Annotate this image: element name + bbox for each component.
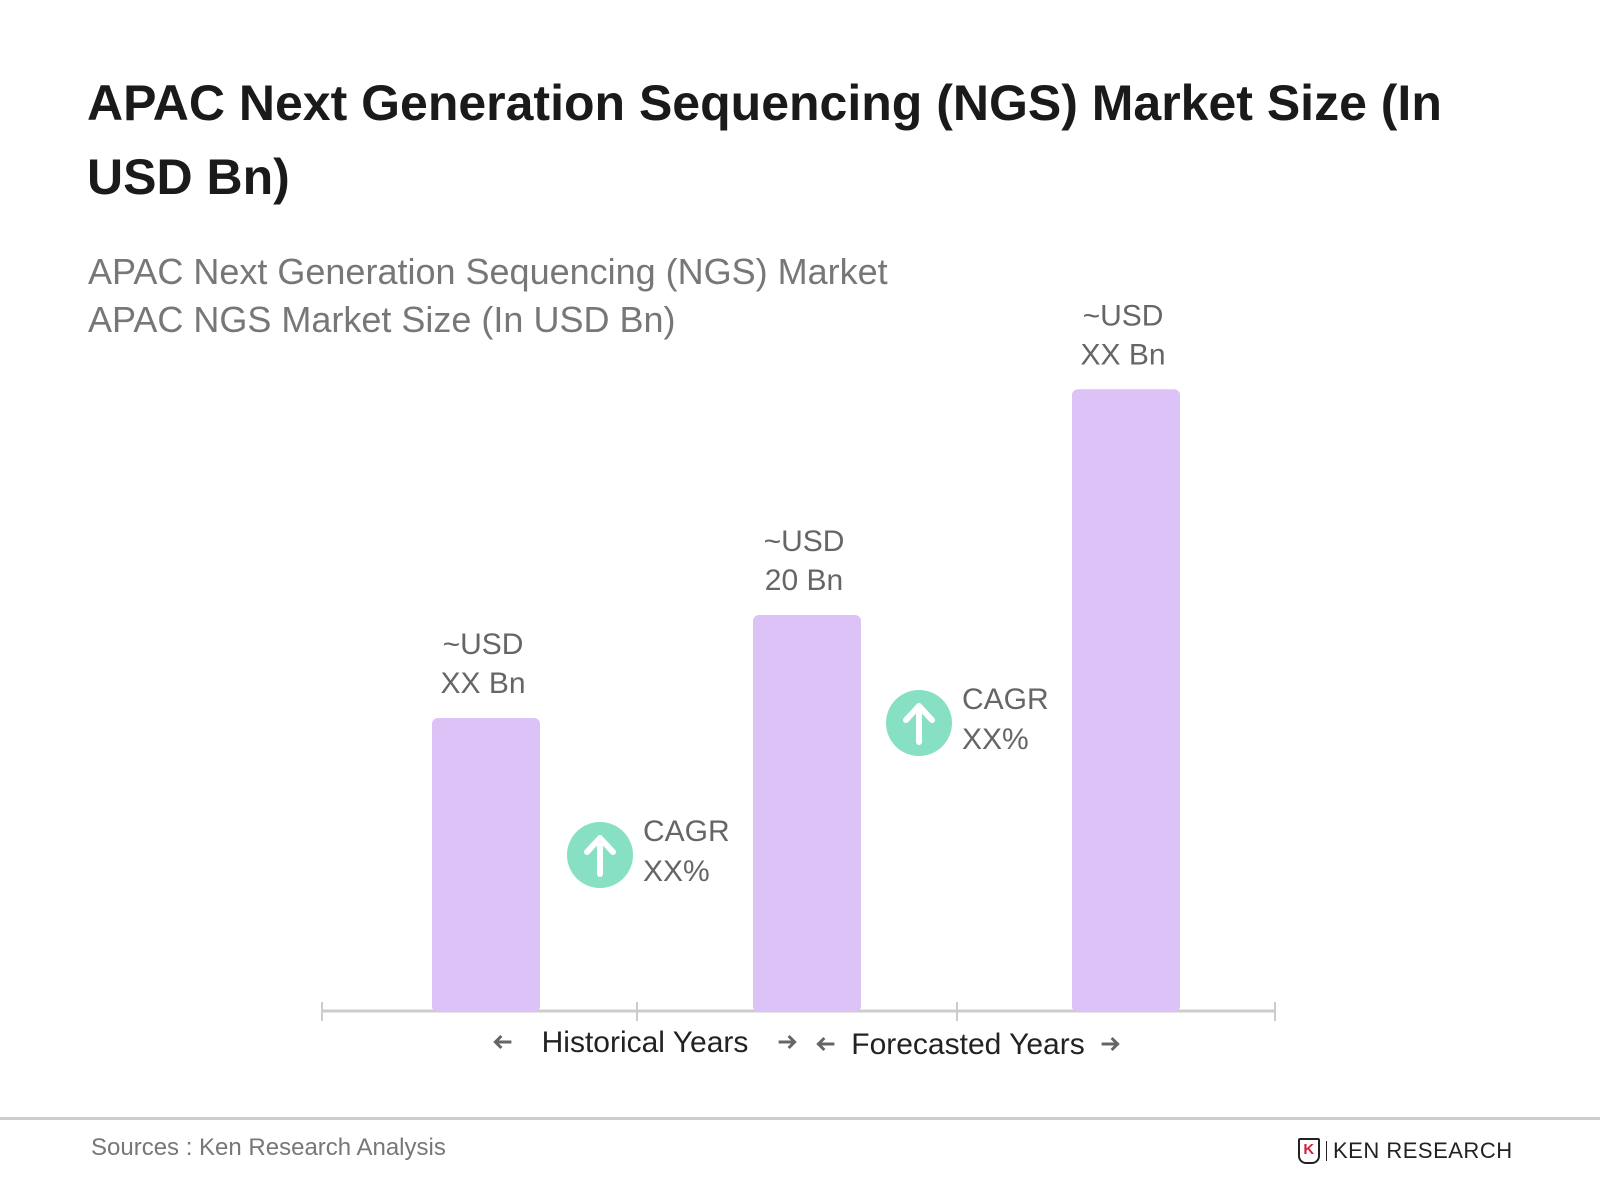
bar-data-label: XX Bn bbox=[440, 667, 525, 700]
bar-data-label: 20 Bn bbox=[765, 564, 843, 597]
logo-mark-icon: K bbox=[1298, 1138, 1320, 1164]
arrow-up-icon bbox=[903, 703, 935, 745]
arrow-up-icon bbox=[584, 835, 616, 877]
logo-separator bbox=[1326, 1141, 1327, 1161]
bar-data-label: XX Bn bbox=[1080, 338, 1165, 371]
chart-title: APAC Next Generation Sequencing (NGS) Ma… bbox=[87, 75, 1442, 205]
period-label: Forecasted Years bbox=[851, 1028, 1084, 1061]
arrow-left-icon bbox=[816, 1036, 835, 1052]
footer-divider bbox=[0, 1117, 1600, 1120]
bar-data-label: ~USD bbox=[764, 525, 845, 558]
cagr-value: XX% bbox=[962, 723, 1029, 756]
bar-data-label: ~USD bbox=[443, 628, 524, 661]
bar-data-label: ~USD bbox=[1083, 299, 1164, 332]
bar bbox=[753, 615, 861, 1012]
ken-research-logo: K KEN RESEARCH bbox=[1298, 1138, 1513, 1164]
chart-subtitle-2: APAC NGS Market Size (In USD Bn) bbox=[88, 299, 676, 340]
chart-subtitle-1: APAC Next Generation Sequencing (NGS) Ma… bbox=[88, 251, 888, 292]
arrow-right-icon bbox=[1101, 1036, 1120, 1052]
cagr-value: XX% bbox=[643, 855, 710, 888]
bar bbox=[432, 717, 540, 1012]
bar bbox=[1072, 389, 1180, 1012]
arrow-right-icon bbox=[778, 1034, 797, 1050]
period-label: Historical Years bbox=[542, 1026, 749, 1059]
arrow-left-icon bbox=[493, 1034, 512, 1050]
cagr-label: CAGR bbox=[643, 815, 730, 848]
cagr-label: CAGR bbox=[962, 683, 1049, 716]
source-note: Sources : Ken Research Analysis bbox=[91, 1134, 446, 1161]
logo-text: KEN RESEARCH bbox=[1333, 1138, 1513, 1163]
